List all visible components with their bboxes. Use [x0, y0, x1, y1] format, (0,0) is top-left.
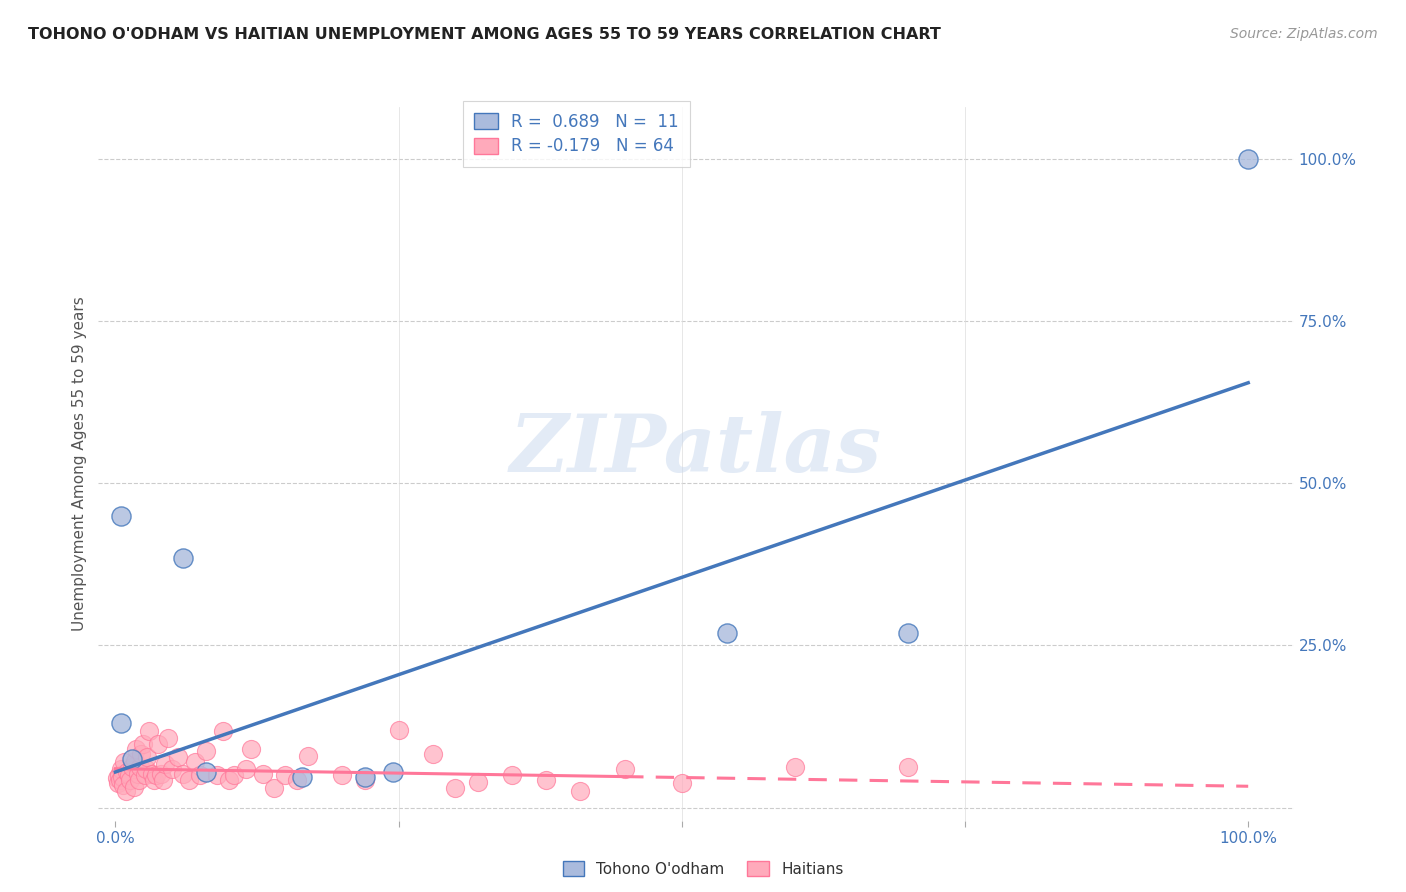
Point — [218, 773, 240, 788]
Point — [121, 760, 143, 774]
Point — [172, 767, 194, 781]
Point — [111, 770, 134, 784]
Point — [166, 750, 188, 764]
Legend: Tohono O'odham, Haitians: Tohono O'odham, Haitians — [555, 854, 851, 884]
Point — [120, 773, 142, 788]
Point — [115, 764, 138, 779]
Point — [614, 762, 637, 776]
Point — [131, 737, 153, 751]
Point — [128, 773, 150, 788]
Point — [121, 752, 143, 766]
Point — [149, 767, 172, 781]
Point — [114, 784, 136, 798]
Point — [122, 780, 145, 794]
Point — [110, 716, 132, 731]
Point — [141, 767, 163, 781]
Point — [501, 768, 523, 782]
Point — [108, 768, 131, 782]
Point — [136, 750, 159, 764]
Point — [263, 781, 285, 796]
Point — [235, 762, 257, 776]
Point — [568, 784, 591, 798]
Point — [285, 773, 308, 788]
Point — [105, 772, 128, 786]
Point — [212, 724, 235, 739]
Point — [297, 748, 319, 763]
Point — [330, 768, 353, 782]
Point — [1237, 152, 1260, 166]
Point — [155, 756, 177, 771]
Point — [467, 774, 489, 789]
Point — [274, 768, 297, 782]
Point — [534, 773, 557, 788]
Point — [125, 742, 148, 756]
Point — [127, 767, 149, 781]
Point — [112, 778, 135, 792]
Point — [135, 762, 157, 776]
Point — [118, 768, 141, 782]
Point — [190, 768, 212, 782]
Point — [195, 764, 218, 779]
Point — [114, 756, 136, 770]
Point — [444, 781, 467, 796]
Point — [240, 742, 263, 756]
Point — [129, 760, 152, 774]
Point — [422, 747, 444, 762]
Point — [152, 773, 174, 788]
Point — [142, 773, 165, 788]
Point — [353, 773, 375, 788]
Point — [291, 770, 314, 784]
Y-axis label: Unemployment Among Ages 55 to 59 years: Unemployment Among Ages 55 to 59 years — [72, 296, 87, 632]
Point — [224, 768, 246, 782]
Point — [388, 723, 411, 737]
Point — [107, 776, 129, 790]
Point — [145, 768, 167, 782]
Point — [160, 762, 183, 776]
Text: ZIPatlas: ZIPatlas — [510, 411, 882, 488]
Point — [671, 776, 693, 790]
Point — [108, 773, 131, 788]
Point — [353, 770, 375, 784]
Point — [783, 760, 806, 774]
Point — [156, 731, 179, 745]
Text: Source: ZipAtlas.com: Source: ZipAtlas.com — [1230, 27, 1378, 41]
Point — [897, 625, 920, 640]
Point — [195, 743, 218, 757]
Point — [172, 550, 194, 565]
Point — [148, 737, 170, 751]
Point — [124, 754, 146, 768]
Point — [897, 760, 920, 774]
Point — [183, 756, 205, 770]
Point — [134, 768, 156, 782]
Point — [177, 773, 200, 788]
Point — [138, 724, 160, 739]
Point — [110, 508, 132, 523]
Point — [207, 768, 229, 782]
Legend: R =  0.689   N =  11, R = -0.179   N = 64: R = 0.689 N = 11, R = -0.179 N = 64 — [463, 101, 690, 167]
Point — [716, 625, 738, 640]
Point — [110, 762, 132, 776]
Text: TOHONO O'ODHAM VS HAITIAN UNEMPLOYMENT AMONG AGES 55 TO 59 YEARS CORRELATION CHA: TOHONO O'ODHAM VS HAITIAN UNEMPLOYMENT A… — [28, 27, 941, 42]
Point — [131, 747, 153, 762]
Point — [381, 764, 404, 779]
Point — [252, 767, 274, 781]
